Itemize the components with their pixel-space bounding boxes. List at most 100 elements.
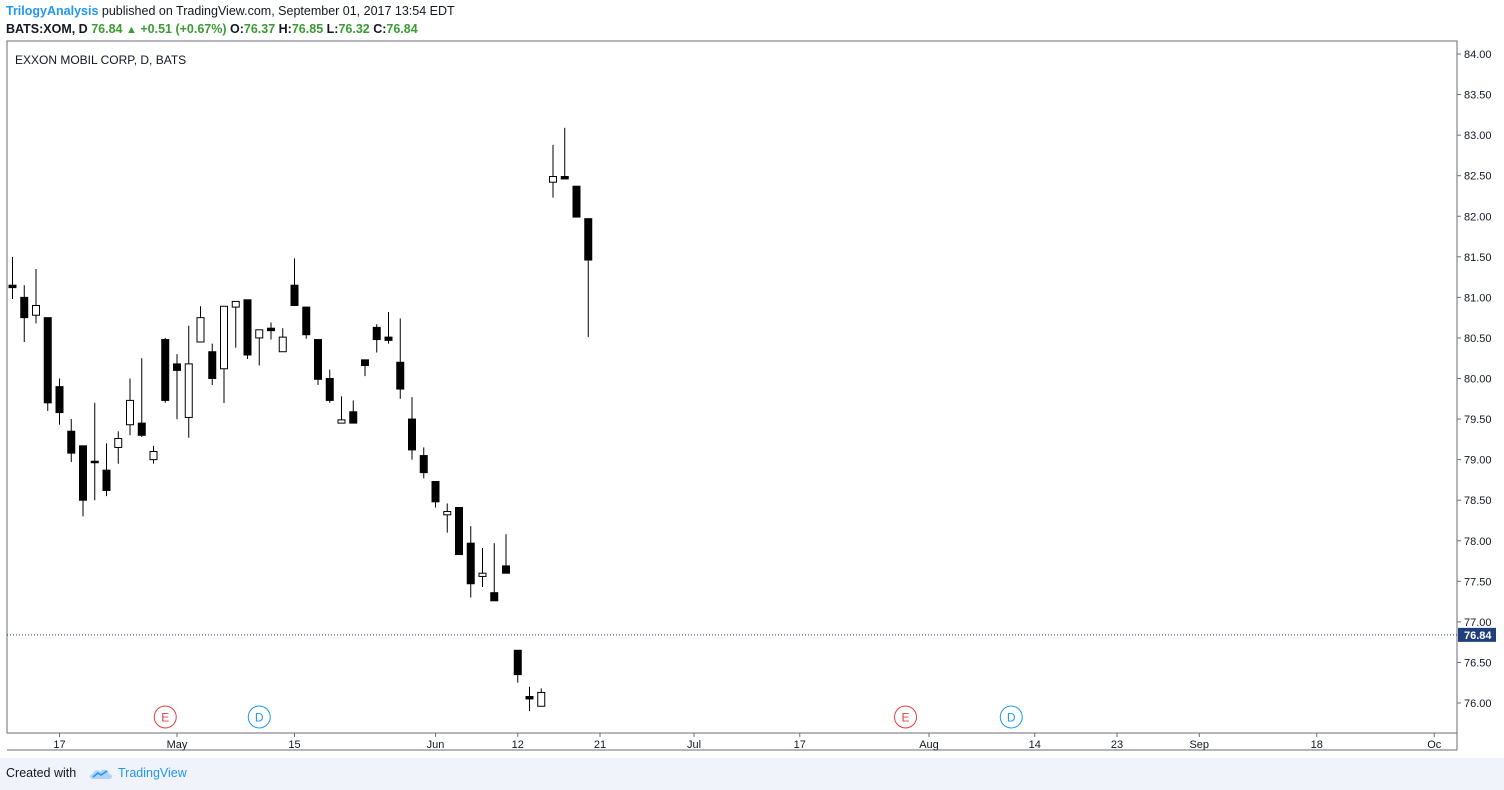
x-tick-label: Oc — [1427, 739, 1442, 751]
candle-body-up — [443, 511, 452, 516]
y-tick-label: 78.00 — [1464, 536, 1492, 548]
candle-body-up — [337, 419, 346, 424]
dividend-event-icon: D — [999, 705, 1023, 729]
candle — [196, 306, 205, 343]
x-tick-label: 17 — [53, 739, 65, 751]
candle-body-up — [537, 691, 546, 707]
candle-body-down — [55, 386, 64, 414]
y-tick-label: 76.00 — [1464, 698, 1492, 710]
candle-body-down — [43, 317, 52, 404]
candle — [32, 268, 40, 324]
published-text: published on TradingView.com, September … — [101, 4, 455, 18]
high-label: H: — [278, 22, 292, 36]
candle — [455, 506, 463, 556]
candle — [302, 306, 311, 339]
candle-body-down — [267, 327, 275, 332]
y-tick-label: 79.00 — [1464, 455, 1492, 467]
candle-body-down — [79, 445, 87, 501]
candle-body-down — [431, 481, 440, 503]
candle — [255, 329, 264, 366]
symbol-label: BATS:XOM, D — [6, 22, 88, 36]
y-tick-label: 78.50 — [1464, 495, 1492, 507]
last-price: 76.84 — [91, 22, 123, 36]
candle-body-down — [419, 455, 428, 474]
publish-line: TrilogyAnalysis published on TradingView… — [6, 4, 455, 18]
x-tick-label: 15 — [288, 739, 300, 751]
candle — [67, 419, 76, 463]
candle-body-down — [361, 359, 369, 367]
candle — [361, 359, 369, 377]
open-value: 76.37 — [243, 22, 276, 36]
x-tick-label: Sep — [1189, 739, 1209, 751]
x-tick-label: May — [167, 739, 188, 751]
candle-body-down — [137, 422, 146, 436]
x-tick-label: Jun — [427, 739, 445, 751]
candle — [8, 256, 17, 299]
y-tick-label: 76.50 — [1464, 657, 1492, 669]
candle — [349, 400, 358, 424]
candle — [220, 305, 228, 403]
event-label: D — [255, 711, 264, 725]
candle-body-down — [302, 306, 311, 336]
created-with-label: Created with — [6, 766, 77, 780]
candle-body-down — [502, 565, 510, 574]
candle — [90, 402, 99, 501]
candle — [419, 447, 428, 479]
candle — [478, 548, 487, 587]
candle-body-down — [243, 299, 252, 356]
candle — [396, 318, 405, 399]
event-circle — [153, 705, 177, 729]
event-label: D — [1007, 711, 1016, 725]
candle-body-up — [549, 175, 557, 183]
candle-body-down — [161, 339, 170, 401]
candle — [584, 218, 593, 338]
event-circle — [247, 705, 271, 729]
y-tick-label: 77.50 — [1464, 576, 1492, 588]
x-tick-label: 23 — [1111, 739, 1123, 751]
author-link[interactable]: TrilogyAnalysis — [6, 4, 99, 18]
candle — [513, 649, 522, 683]
candle-body-down — [314, 339, 322, 380]
candle-body-down — [466, 542, 475, 585]
candle-body-up — [231, 300, 240, 308]
tradingview-link[interactable]: TradingView — [118, 766, 187, 780]
candle — [502, 534, 510, 574]
x-axis: 17 May 15 Jun 12 21 Jul 17 Aug 14 23 Sep 18 Oc — [53, 733, 1442, 751]
candle-body-down — [208, 351, 217, 380]
candle-body-down — [455, 506, 463, 556]
tradingview-cloud-icon — [90, 769, 112, 779]
candle-body-up — [126, 399, 134, 426]
candle — [572, 185, 581, 218]
y-tick-label: 81.00 — [1464, 292, 1492, 304]
x-tick-label: 14 — [1029, 739, 1041, 751]
candle-body-down — [325, 378, 334, 401]
candle — [55, 378, 64, 425]
candle-body-down — [90, 460, 99, 464]
candle-body-down — [20, 296, 29, 319]
y-tick-label: 83.00 — [1464, 130, 1492, 142]
candle — [137, 358, 146, 437]
candle — [243, 299, 252, 360]
candle-body-down — [525, 696, 534, 700]
x-tick-label: 17 — [794, 739, 806, 751]
candle — [184, 325, 193, 438]
candle — [372, 324, 381, 353]
price-chart[interactable]: EXXON MOBIL CORP, D, BATS 84.00 83.50 83.0… — [0, 0, 1504, 758]
event-label: E — [901, 711, 909, 725]
x-tick-label: 21 — [594, 739, 606, 751]
y-tick-label: 82.50 — [1464, 171, 1492, 183]
event-circle — [999, 705, 1023, 729]
candle-body-down — [560, 175, 569, 180]
x-tick-label: Aug — [919, 739, 939, 751]
candle-body-up — [278, 336, 287, 353]
candle — [325, 369, 334, 403]
chart-title: EXXON MOBIL CORP, D, BATS — [15, 53, 186, 67]
last-price-tag — [1458, 627, 1496, 642]
candle-body-down — [372, 326, 381, 341]
candle — [408, 397, 416, 460]
candle-body-down — [349, 411, 358, 424]
ohlc-legend: BATS:XOM, D 76.84 ▲ +0.51 (+0.67%) O:76.… — [6, 22, 418, 36]
candle — [290, 258, 299, 306]
close-label: C: — [373, 22, 387, 36]
y-tick-label: 83.50 — [1464, 90, 1492, 102]
